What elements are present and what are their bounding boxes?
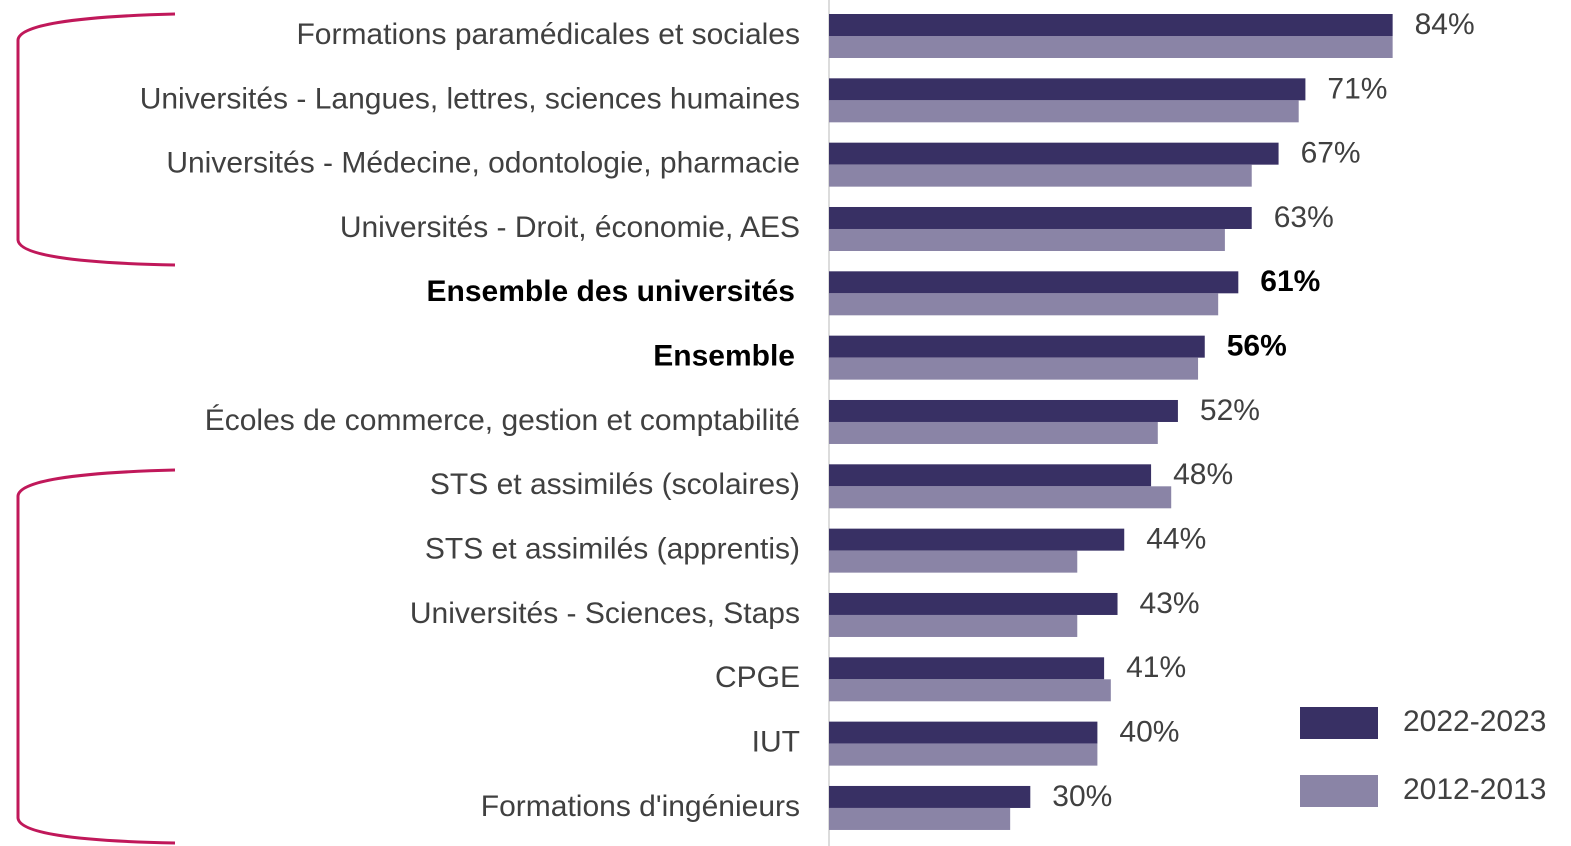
bar [829,657,1105,680]
value-label: 67% [1301,137,1361,170]
bar [829,486,1172,509]
category-label: STS et assimilés (scolaires) [430,468,800,501]
bar [829,592,1118,615]
legend-label: 2012-2013 [1403,773,1546,806]
legend-swatch [1300,775,1378,807]
bar [829,14,1393,36]
bar [829,206,1252,229]
bar [829,78,1306,101]
category-label: Ensemble des universités [427,275,796,308]
bar [829,357,1199,380]
value-label: 56% [1227,330,1287,363]
category-label: STS et assimilés (apprentis) [425,533,800,566]
category-label: Ensemble [653,340,795,373]
value-label: 43% [1140,587,1200,620]
bar [829,271,1239,294]
category-label: Formations paramédicales et sociales [296,18,800,51]
bar [829,142,1279,165]
bar [829,36,1393,58]
bar [829,335,1205,358]
value-label: 52% [1200,394,1260,427]
bar [829,721,1098,744]
category-label: Universités - Médecine, odontologie, pha… [166,147,800,180]
legend-swatch [1300,707,1378,739]
bracket [16,12,176,267]
bar [829,743,1098,766]
bar [829,550,1078,573]
bar [829,164,1252,187]
value-label: 41% [1126,651,1186,684]
category-label: Universités - Langues, lettres, sciences… [140,82,800,115]
bar [829,399,1178,422]
value-label: 40% [1119,716,1179,749]
category-label: Universités - Droit, économie, AES [340,211,800,244]
category-label: Écoles de commerce, gestion et comptabil… [205,404,800,437]
bar [829,100,1299,123]
value-label: 71% [1327,72,1387,105]
value-label: 30% [1052,780,1112,813]
category-label: IUT [752,726,800,759]
bar [829,614,1078,637]
bar [829,228,1225,251]
bracket [16,468,176,845]
bar [829,293,1219,316]
category-label: Universités - Sciences, Staps [410,597,800,630]
bar [829,421,1158,444]
bar [829,528,1125,551]
value-label: 63% [1274,201,1334,234]
bar [829,807,1011,830]
value-label: 61% [1260,265,1320,298]
bar [829,679,1111,702]
bar [829,785,1031,808]
value-label: 84% [1415,8,1475,41]
bar [829,464,1152,487]
legend-label: 2022-2023 [1403,705,1546,738]
category-label: CPGE [715,661,800,694]
category-label: Formations d'ingénieurs [481,790,800,823]
value-label: 48% [1173,458,1233,491]
value-label: 44% [1146,523,1206,556]
